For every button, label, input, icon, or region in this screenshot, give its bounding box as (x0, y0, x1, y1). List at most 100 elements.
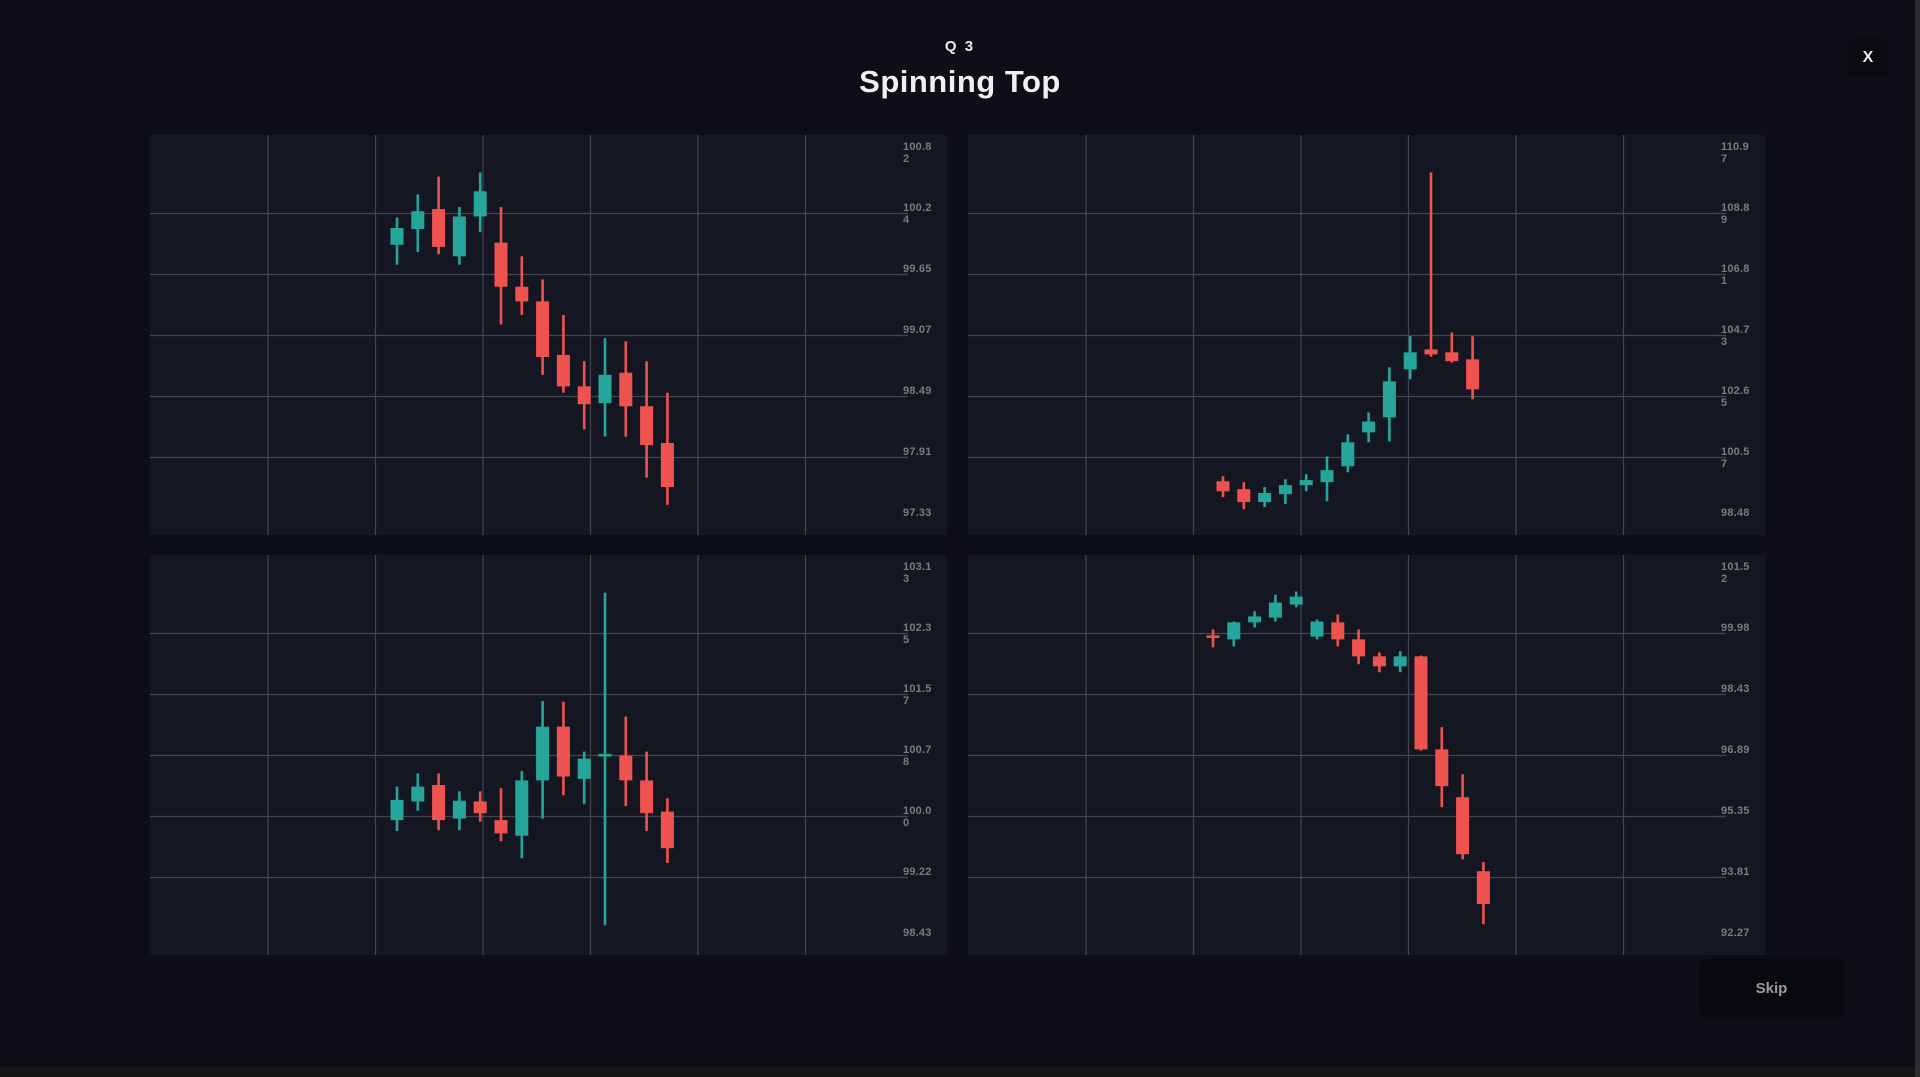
candle-wick (520, 256, 524, 316)
y-axis-label: 97.91 (903, 445, 932, 458)
candle (1456, 774, 1470, 860)
candle (411, 773, 425, 811)
candle (640, 751, 654, 832)
chart-canvas (968, 135, 1726, 535)
y-axis-label: 99.07 (903, 323, 932, 336)
scrollbar-track[interactable] (1915, 0, 1920, 1077)
candle-body (1227, 622, 1241, 640)
candle-body (473, 801, 487, 814)
candle (1289, 591, 1303, 608)
candle (411, 194, 425, 253)
y-axis-label: 98.43 (1721, 682, 1750, 695)
close-button[interactable]: X (1848, 38, 1888, 78)
candle-wick (603, 592, 607, 926)
y-axis-label: 100.78 (903, 743, 932, 768)
candle-wick (1450, 332, 1454, 363)
y-axis-label: 101.52 (1721, 560, 1750, 585)
y-axis-label: 106.81 (1721, 262, 1750, 287)
candle-body (1289, 596, 1303, 605)
candle-body (556, 354, 570, 387)
candle (1299, 474, 1313, 492)
candle (1206, 629, 1220, 648)
y-axis-label: 98.43 (903, 926, 932, 939)
candle-body (1362, 421, 1376, 433)
y-axis-label: 93.81 (1721, 865, 1750, 878)
y-axis-label: 98.49 (903, 384, 932, 397)
candle-wick (1211, 629, 1215, 648)
candle-body (1278, 485, 1292, 495)
candle-body (577, 386, 591, 405)
candle (1237, 482, 1251, 510)
candle-body (432, 785, 446, 821)
candle (1403, 336, 1417, 380)
candle (432, 176, 446, 255)
candle (1435, 727, 1449, 808)
candle-body (1352, 639, 1366, 657)
candle (1424, 172, 1438, 357)
candle-body (1403, 352, 1417, 370)
y-axis-label: 100.57 (1721, 445, 1750, 470)
candle (1414, 655, 1428, 751)
y-axis-label: 110.97 (1721, 140, 1749, 165)
candle (452, 791, 466, 831)
candle (494, 207, 508, 325)
candle-body (1331, 622, 1345, 640)
candle (1476, 862, 1490, 925)
candle (390, 217, 404, 265)
candle (1393, 651, 1407, 673)
candle-body (452, 800, 466, 819)
candle (515, 771, 529, 859)
candle-body (1456, 797, 1470, 855)
chart-canvas (150, 555, 908, 955)
candle-body (556, 726, 570, 777)
candle (1372, 652, 1386, 673)
candle (1341, 434, 1355, 473)
candle-wick (1429, 172, 1433, 357)
candle (660, 798, 674, 863)
candle-body (432, 209, 446, 247)
candle (1268, 594, 1282, 622)
candle (577, 751, 591, 804)
candle-body (1310, 621, 1324, 637)
candle-body (1414, 656, 1428, 750)
candle-body (598, 374, 612, 404)
candle-body (515, 780, 529, 836)
candle-body (1445, 352, 1459, 362)
candle (660, 392, 674, 505)
candle-body (1216, 481, 1230, 492)
candle (494, 788, 508, 842)
candle-body (1424, 349, 1438, 355)
y-axis-label: 102.65 (1721, 384, 1750, 409)
skip-button[interactable]: Skip (1699, 959, 1844, 1017)
candle (1445, 332, 1459, 363)
candlestick-chart-top-right[interactable]: 110.97 108.89 106.81 104.73 102.65 100.57 98.4… (968, 135, 1765, 535)
candle-body (1435, 749, 1449, 787)
candle-body (1206, 635, 1220, 639)
candle (556, 315, 570, 393)
candle (1382, 367, 1396, 442)
y-axis-label: 104.73 (1721, 323, 1750, 348)
candle-body (390, 228, 404, 245)
candle-body (1299, 480, 1313, 486)
y-axis-label: 100.00 (903, 804, 932, 829)
candle-body (452, 216, 466, 257)
candlestick-chart-top-left[interactable]: 100.82 100.24 99.65 99.07 98.49 97.91 97.33 (150, 135, 947, 535)
candle-body (619, 372, 633, 407)
candle (1258, 487, 1272, 508)
candle-body (536, 301, 550, 357)
candle-wick (499, 788, 503, 842)
chart-canvas (968, 555, 1726, 955)
candle-body (515, 286, 529, 302)
y-axis-label: 95.35 (1721, 804, 1750, 817)
y-axis-label: 100.24 (903, 201, 932, 226)
candle-body (494, 820, 508, 834)
candle (452, 207, 466, 265)
candle (1331, 614, 1345, 647)
y-axis-label: 98.48 (1721, 506, 1750, 519)
candlestick-chart-bottom-right[interactable]: 101.52 99.98 98.43 96.89 95.35 93.81 92.27 (968, 555, 1765, 955)
candle (473, 172, 487, 233)
candle-body (640, 780, 654, 814)
candlestick-chart-bottom-left[interactable]: 103.13 102.35 101.57 100.78 100.00 99.22 98.43 (150, 555, 947, 955)
candle (598, 338, 612, 437)
candle-body (1382, 381, 1396, 418)
